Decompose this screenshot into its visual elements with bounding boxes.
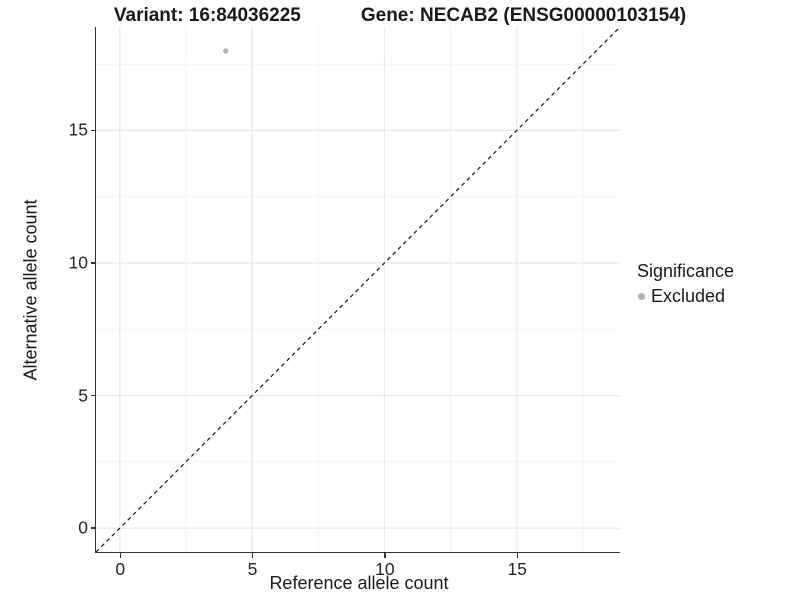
legend-item-label: Excluded [651, 286, 726, 306]
legend-item-excluded: Excluded [637, 286, 734, 307]
plot-panel [95, 27, 620, 553]
y-tick-label: 5 [78, 385, 88, 406]
x-tick-label: 10 [375, 559, 395, 579]
legend: Significance Excluded [637, 261, 734, 307]
identity-reference-line [96, 27, 620, 552]
x-tick-mark [384, 553, 386, 558]
x-tick-mark [119, 553, 121, 558]
x-tick-label: 0 [115, 559, 126, 579]
y-tick-label: 15 [68, 119, 88, 140]
y-tick-mark [90, 527, 95, 529]
x-tick-mark [251, 553, 254, 558]
x-axis-label: Reference allele count [269, 573, 449, 593]
variant-title: Variant: 16:84036225 [113, 5, 301, 26]
plot-title-row: Variant: 16:84036225 Gene: NECAB2 (ENSG0… [0, 5, 800, 27]
gene-title: Gene: NECAB2 (ENSG00000103154) [360, 5, 687, 26]
y-tick-label: 10 [68, 252, 88, 273]
excluded-point-icon [638, 293, 645, 300]
data-point [223, 48, 229, 54]
legend-title: Significance [637, 261, 735, 281]
y-axis-label: Alternative allele count [20, 199, 41, 381]
x-tick-label: 5 [247, 559, 258, 579]
y-tick-mark [90, 262, 95, 264]
plot-canvas [96, 27, 620, 552]
y-tick-mark [90, 129, 95, 132]
y-tick-mark [90, 394, 95, 397]
x-tick-mark [516, 553, 518, 558]
x-tick-label: 15 [507, 559, 527, 579]
y-tick-label: 0 [78, 517, 88, 538]
